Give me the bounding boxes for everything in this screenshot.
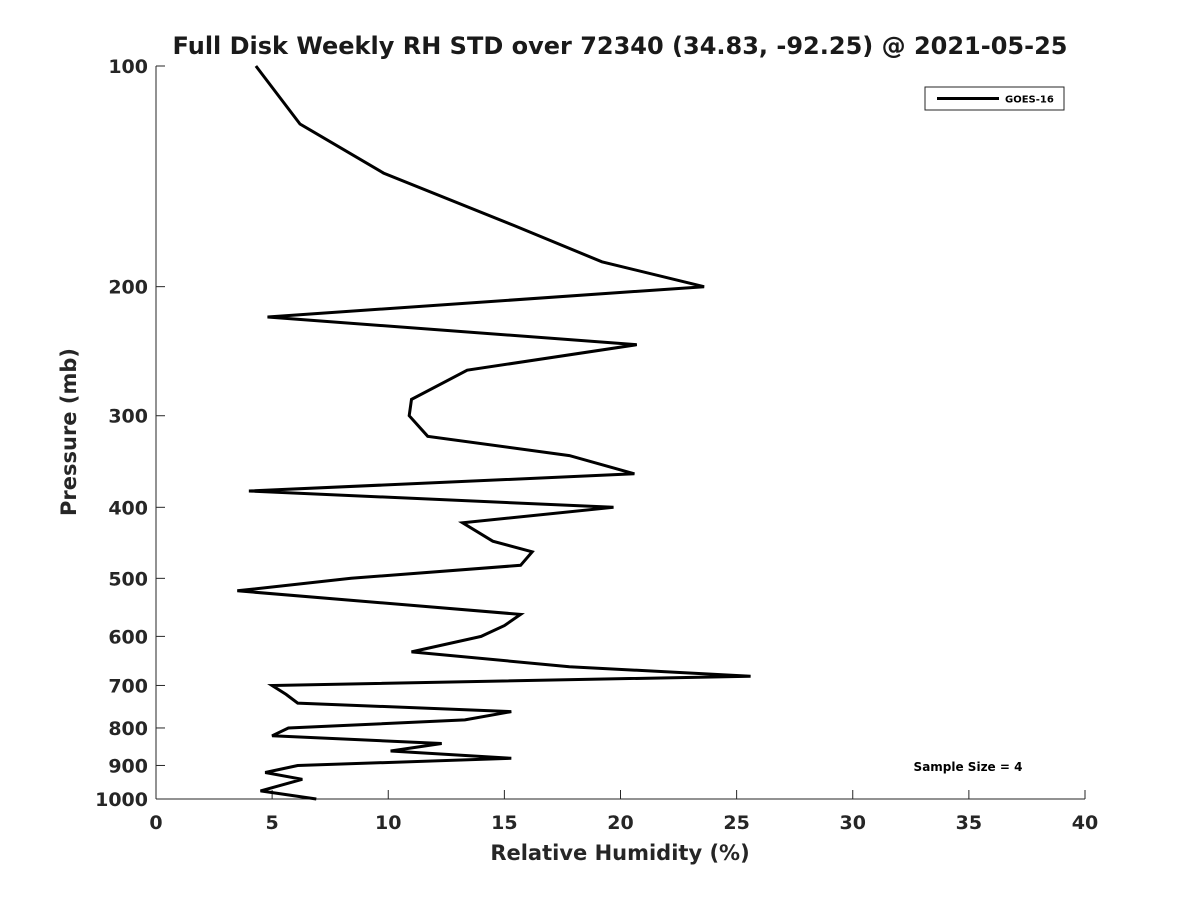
x-tick-label: 20 [607,812,633,834]
y-axis-label: Pressure (mb) [57,348,81,516]
x-tick-label: 40 [1072,812,1098,834]
x-tick-label: 25 [723,812,749,834]
x-tick-label: 15 [491,812,517,834]
y-tick-label: 600 [108,626,148,648]
y-tick-label: 1000 [95,789,148,811]
y-tick-label: 200 [108,277,148,299]
series-line-goes-16 [237,65,751,801]
y-tick-label: 900 [108,755,148,777]
x-tick-label: 35 [956,812,982,834]
chart-title: Full Disk Weekly RH STD over 72340 (34.8… [173,32,1068,60]
y-tick-label: 300 [108,406,148,428]
x-tick-label: 30 [840,812,866,834]
y-tick-label: 800 [108,718,148,740]
x-tick-label: 5 [266,812,279,834]
x-tick-label: 10 [375,812,401,834]
y-tick-label: 500 [108,568,148,590]
legend-label: GOES-16 [1005,95,1054,106]
x-tick-label: 0 [149,812,162,834]
sample-size-annotation: Sample Size = 4 [914,760,1023,774]
y-tick-label: 100 [108,56,148,78]
plot-area: 0 5 10 15 20 25 30 35 40 100 200 300 400 500 600 700 800… [95,56,1098,834]
x-axis-label: Relative Humidity (%) [490,841,749,865]
y-tick-label: 700 [108,675,148,697]
y-tick-label: 400 [108,497,148,519]
